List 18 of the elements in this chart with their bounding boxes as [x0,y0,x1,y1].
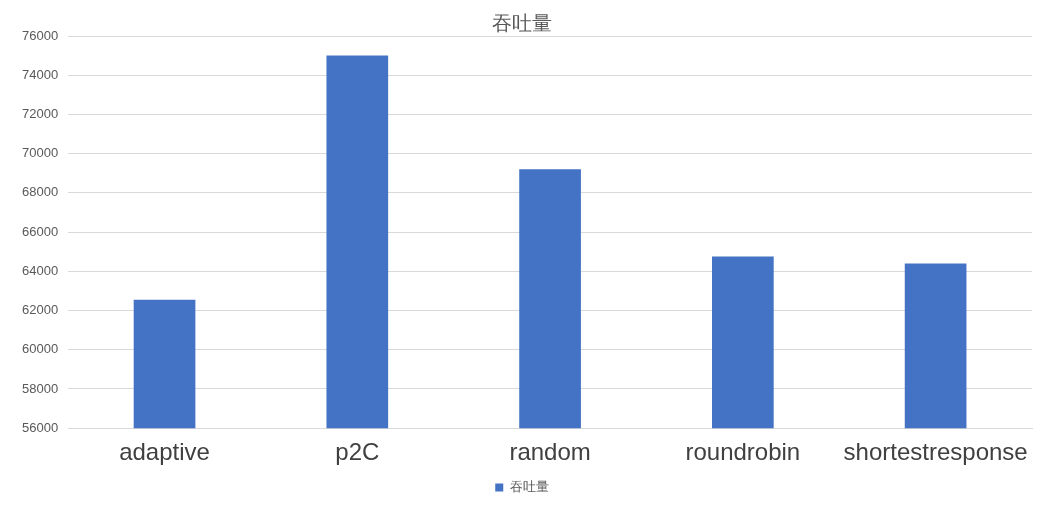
y-tick-label: 58000 [21,380,59,396]
y-tick-label: 60000 [21,341,59,357]
y-tick-label: 76000 [21,27,59,43]
y-tick-label: 70000 [21,145,59,161]
chart-title: 吞吐量 [492,11,552,34]
y-tick-label: 68000 [21,184,59,200]
y-tick-label: 74000 [21,66,59,82]
x-tick-label: p2C [335,438,380,466]
x-tick-label: adaptive [119,438,210,466]
x-tick-label: random [509,438,591,466]
y-tick-label: 56000 [21,419,59,435]
x-tick-label: shortestresponse [843,438,1028,466]
y-tick-label: 62000 [21,302,59,318]
y-tick-label: 66000 [21,223,59,239]
x-tick-label: roundrobin [685,438,801,466]
legend-label: 吞吐量 [509,479,549,495]
y-tick-label: 64000 [21,262,59,278]
y-tick-label: 72000 [21,106,59,122]
